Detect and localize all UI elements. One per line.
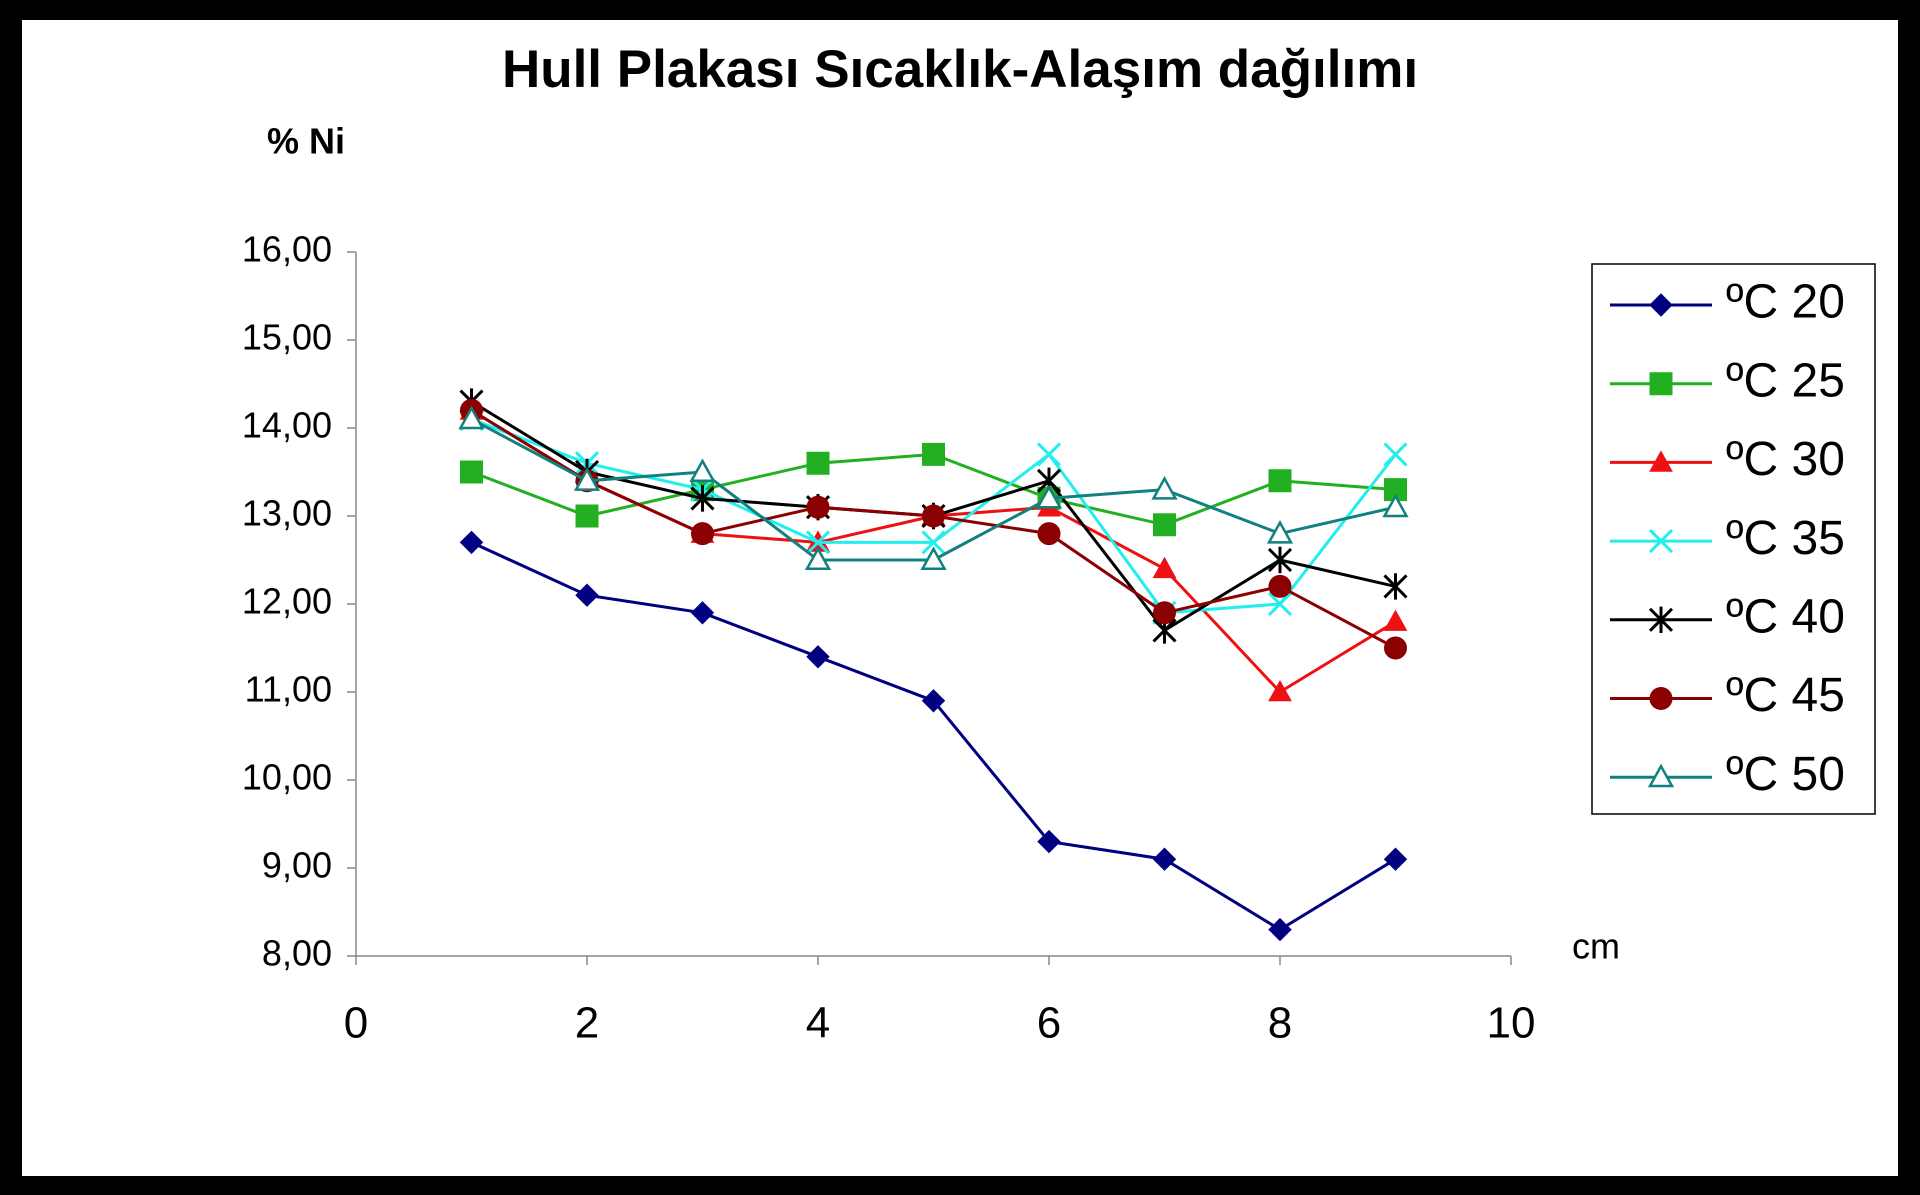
x-tick-label: 8 xyxy=(1268,999,1292,1048)
data-point xyxy=(920,546,947,571)
legend-label: ºC 25 xyxy=(1726,354,1845,407)
data-point xyxy=(1268,917,1292,942)
y-tick-label: 12,00 xyxy=(242,581,332,622)
data-point xyxy=(1268,469,1292,493)
data-point xyxy=(691,522,714,546)
legend-label: ºC 20 xyxy=(1726,276,1845,329)
legend-marker xyxy=(1648,606,1674,633)
data-point xyxy=(1153,601,1176,625)
data-point xyxy=(459,530,484,555)
chart-title: Hull Plakası Sıcaklık-Alaşım dağılımı xyxy=(502,40,1418,99)
data-point xyxy=(806,495,830,519)
data-point xyxy=(1036,442,1062,467)
data-point xyxy=(1384,478,1407,502)
y-tick-label: 16,00 xyxy=(242,229,332,270)
data-point xyxy=(1383,442,1408,467)
data-point xyxy=(806,645,830,669)
data-point xyxy=(689,458,716,483)
data-point xyxy=(1382,493,1409,518)
legend-marker xyxy=(1647,763,1675,788)
legend-label: ºC 50 xyxy=(1726,748,1845,801)
y-axis-label: % Ni xyxy=(267,121,345,162)
data-point xyxy=(805,530,831,555)
legend-marker xyxy=(1649,372,1673,396)
data-point xyxy=(1268,574,1292,598)
data-point xyxy=(922,442,945,466)
data-point xyxy=(1037,829,1061,854)
data-point xyxy=(573,467,601,491)
data-point xyxy=(1267,591,1293,617)
data-point xyxy=(575,504,599,528)
data-point xyxy=(1151,476,1178,500)
data-point xyxy=(690,601,715,625)
x-tick-label: 6 xyxy=(1037,999,1061,1048)
data-point xyxy=(690,485,715,512)
legend-label: ºC 35 xyxy=(1726,512,1845,565)
y-tick-label: 14,00 xyxy=(242,405,332,446)
y-tick-label: 8,00 xyxy=(262,933,332,974)
data-point xyxy=(1383,847,1408,871)
data-point xyxy=(922,504,945,528)
y-tick-label: 11,00 xyxy=(245,669,332,710)
legend-box xyxy=(1591,263,1876,815)
y-tick-label: 9,00 xyxy=(262,845,332,886)
data-point xyxy=(575,583,599,607)
data-point xyxy=(1152,847,1177,871)
x-axis-label: cm xyxy=(1572,926,1620,967)
data-point xyxy=(804,546,832,571)
data-point xyxy=(458,405,485,430)
chart-background xyxy=(22,20,1898,1176)
legend-label: ºC 45 xyxy=(1726,669,1845,722)
x-tick-label: 10 xyxy=(1487,999,1536,1048)
data-point xyxy=(1383,573,1408,600)
data-point xyxy=(921,689,946,713)
y-tick-label: 15,00 xyxy=(242,317,332,358)
x-tick-label: 0 xyxy=(344,999,368,1048)
legend-marker xyxy=(1649,450,1673,472)
data-point xyxy=(1152,556,1177,579)
data-point xyxy=(1268,679,1292,702)
legend-marker xyxy=(1649,687,1673,710)
legend-marker xyxy=(1648,529,1674,554)
x-tick-label: 4 xyxy=(806,999,830,1048)
data-point xyxy=(1037,522,1061,546)
data-point xyxy=(806,451,830,475)
y-tick-label: 10,00 xyxy=(242,757,332,798)
legend-label: ºC 40 xyxy=(1726,590,1845,643)
data-point xyxy=(1153,513,1176,537)
y-tick-label: 13,00 xyxy=(242,493,332,534)
legend-label: ºC 30 xyxy=(1726,433,1845,486)
data-point xyxy=(1384,636,1407,660)
x-tick-label: 2 xyxy=(575,999,599,1048)
data-point xyxy=(921,530,946,555)
data-point xyxy=(460,460,483,484)
legend-marker xyxy=(1649,293,1673,317)
data-point xyxy=(1267,546,1293,574)
data-point xyxy=(1266,520,1294,544)
data-point xyxy=(1383,609,1408,631)
data-point xyxy=(1035,484,1063,509)
